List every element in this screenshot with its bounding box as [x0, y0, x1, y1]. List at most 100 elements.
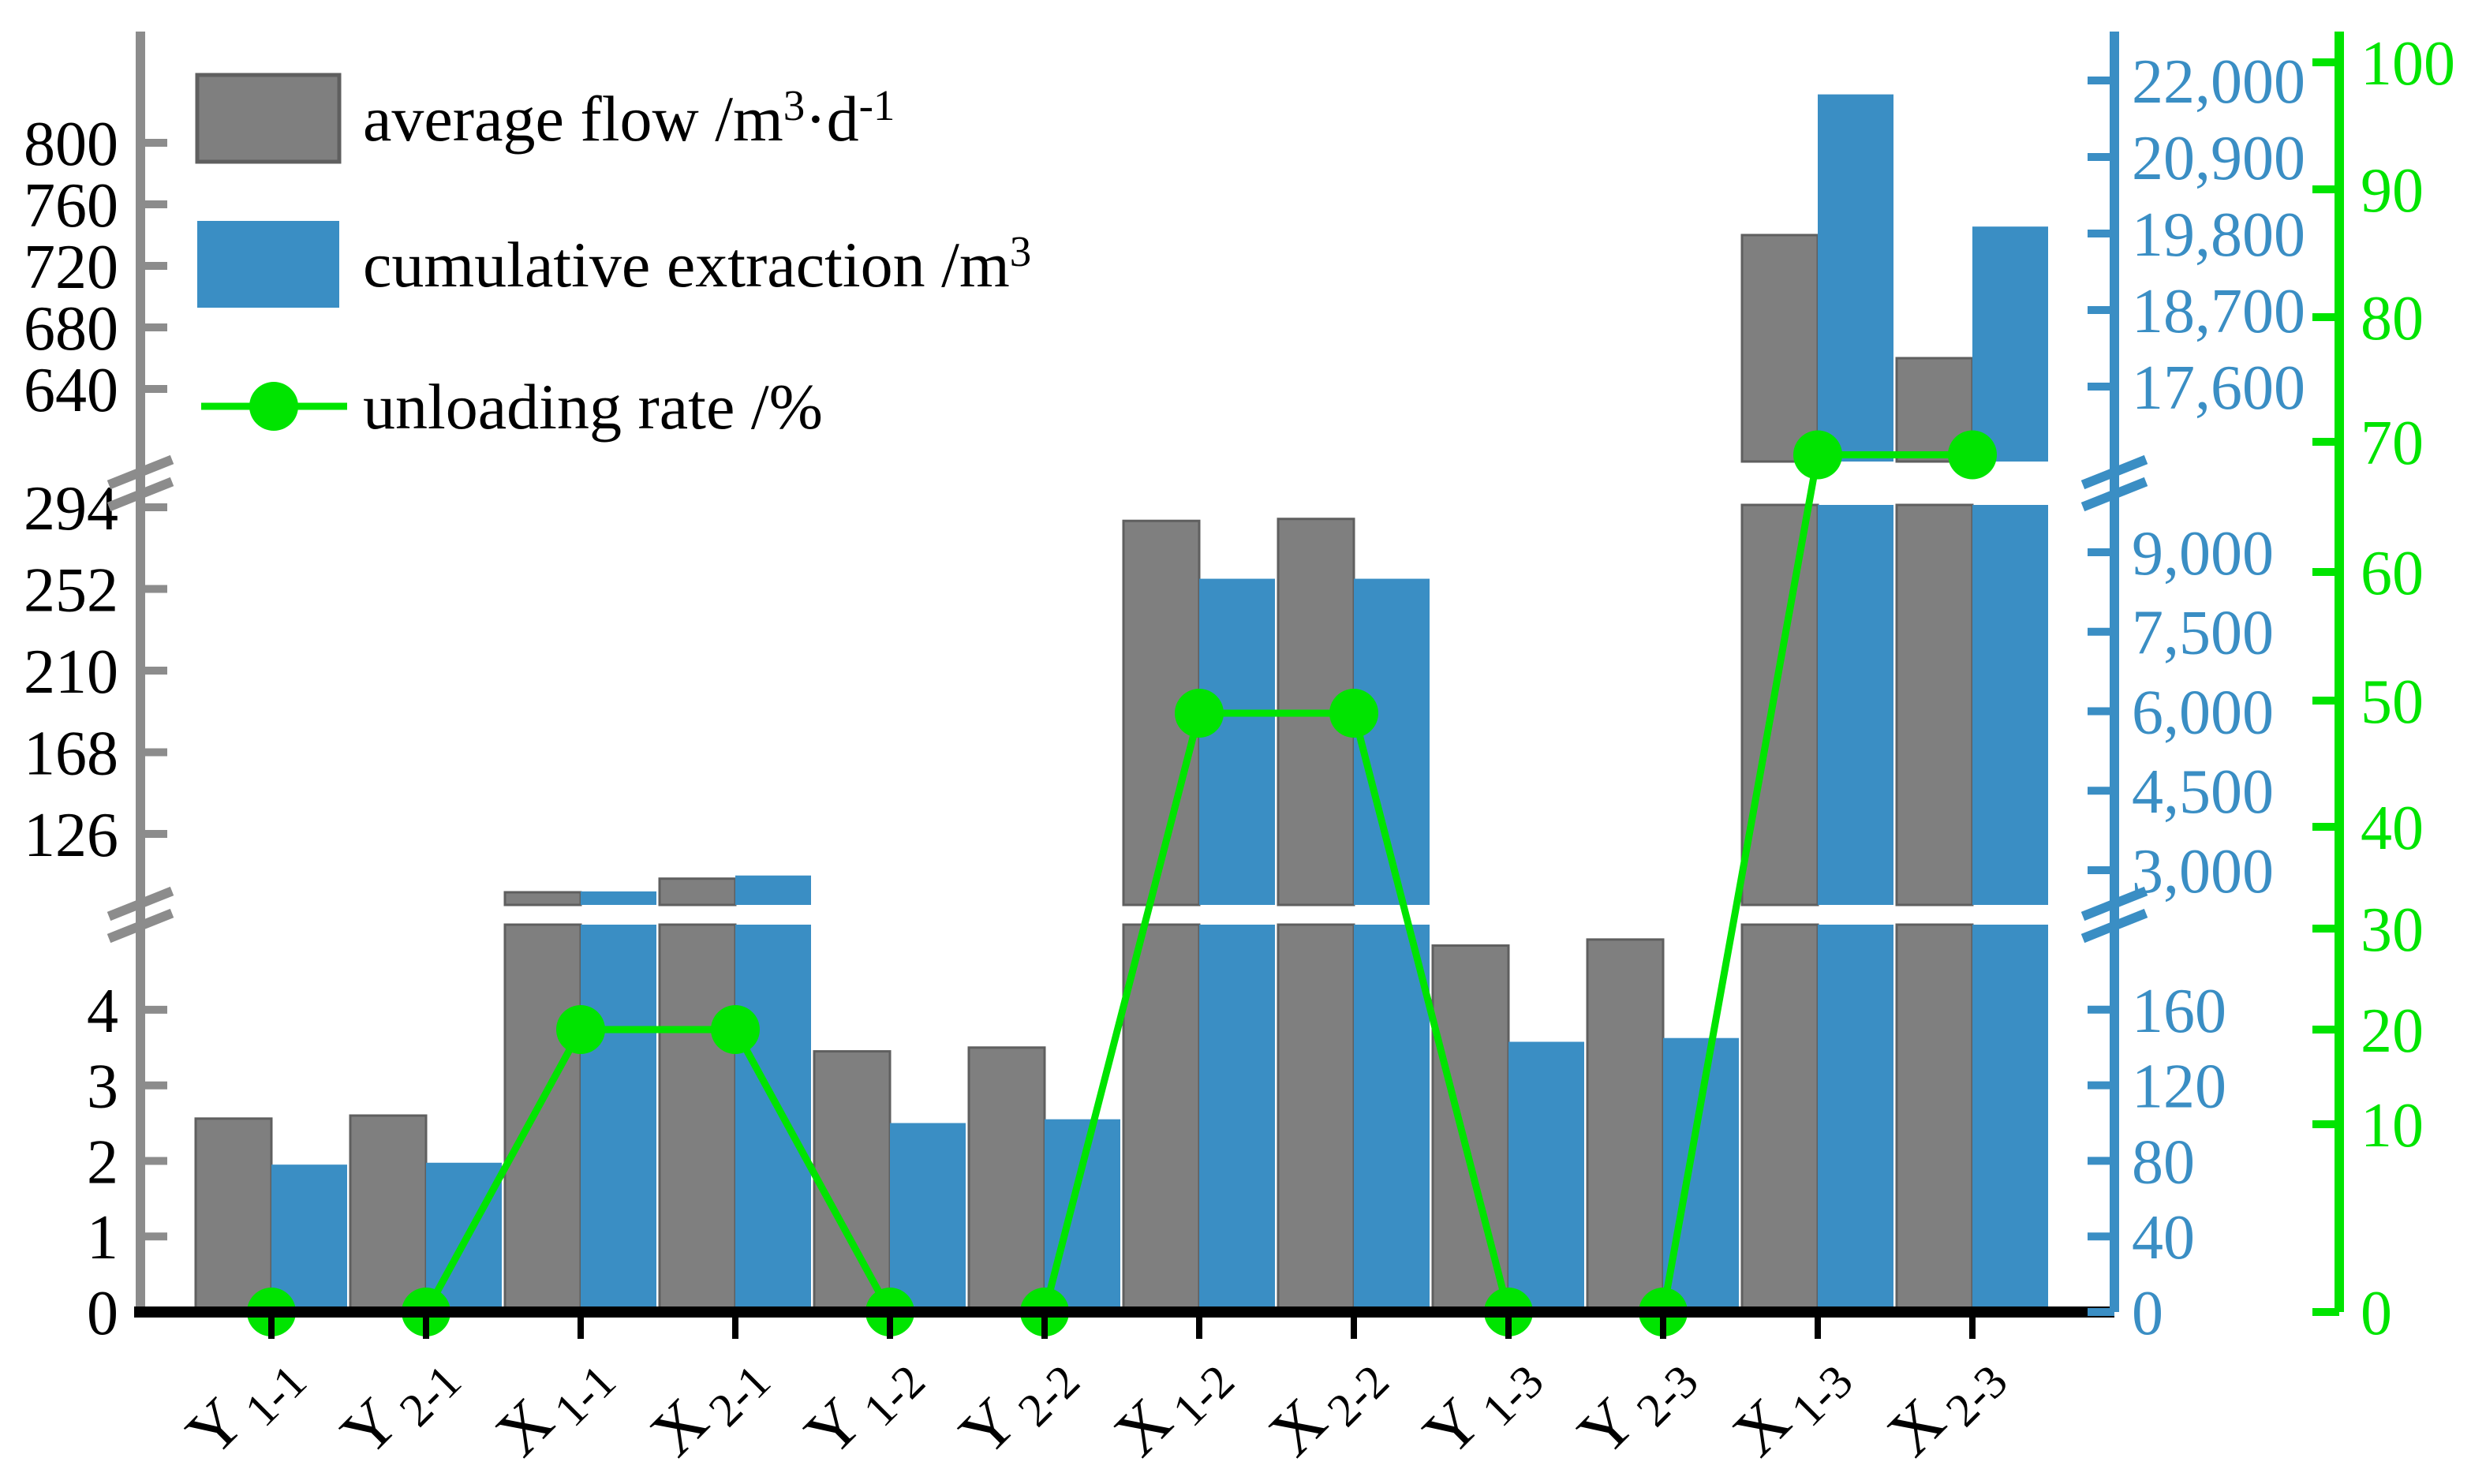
legend-gray-bar-swatch — [195, 73, 342, 164]
bar-average-flow-X2-1 — [658, 877, 737, 906]
bar-average-flow-Y2-2 — [967, 1046, 1046, 1314]
x-axis-category-label: Y 2-1 — [327, 1333, 471, 1477]
bar-average-flow-Y2-3 — [1586, 938, 1665, 1314]
left-axis-tick-label: 252 — [24, 555, 118, 625]
bar-cumulative-extraction-X1-3 — [1818, 925, 1893, 1312]
axis-break-mark — [2080, 454, 2148, 490]
blue-axis-tick-label: 0 — [2132, 1279, 2163, 1348]
x-axis-category-label: X 1-2 — [1101, 1333, 1244, 1477]
legend-label: cumulative extraction /m3 — [363, 227, 1031, 301]
bar-average-flow-X1-2 — [1122, 923, 1201, 1314]
x-axis-category-label: Y 2-3 — [1564, 1333, 1708, 1477]
unloading-rate-dot-X2-3 — [1948, 430, 1997, 480]
blue-axis-tick-label: 4,500 — [2132, 757, 2274, 827]
left-axis-tick-label: 0 — [87, 1279, 118, 1348]
green-axis-tick-label: 0 — [2361, 1279, 2392, 1348]
blue-axis-tick-label: 22,000 — [2132, 47, 2305, 117]
bar-cumulative-extraction-Y1-3 — [1508, 1041, 1584, 1312]
axis-break-mark — [107, 886, 174, 921]
unloading-rate-dot-X1-1 — [556, 1005, 605, 1054]
bar-average-flow-X2-1 — [658, 923, 737, 1314]
x-axis-category-label: Y 1-1 — [173, 1333, 316, 1477]
bar-cumulative-extraction-X2-1 — [735, 875, 811, 905]
axis-break-mark — [107, 477, 174, 512]
unloading-rate-dot-X2-1 — [711, 1005, 760, 1054]
blue-axis-tick-label: 18,700 — [2132, 277, 2305, 346]
legend-label: unloading rate /% — [363, 371, 823, 443]
green-axis-tick-label: 90 — [2361, 156, 2424, 226]
blue-axis-tick-label: 80 — [2132, 1127, 2195, 1197]
axis-break-mark — [2080, 477, 2148, 512]
axis-break-mark — [107, 454, 174, 490]
green-axis-tick-label: 10 — [2361, 1091, 2424, 1161]
x-axis-category-label: Y 1-3 — [1410, 1333, 1553, 1477]
x-axis-category-label: Y 1-2 — [791, 1333, 935, 1477]
x-axis-category-label: X 2-3 — [1874, 1333, 2017, 1477]
axis-break-mark — [107, 908, 174, 944]
left-axis-tick-label: 680 — [24, 294, 118, 364]
x-axis-category-label: Y 2-2 — [946, 1333, 1090, 1477]
x-axis-category-label: X 1-1 — [482, 1333, 626, 1477]
bar-average-flow-X1-3 — [1740, 923, 1819, 1314]
bar-cumulative-extraction-X2-3 — [1972, 505, 2048, 905]
legend-green-dot — [249, 382, 298, 431]
bar-average-flow-X1-1 — [503, 891, 582, 906]
bar-average-flow-Y1-1 — [194, 1117, 273, 1314]
bar-average-flow-X2-3 — [1895, 503, 1974, 906]
blue-axis-tick-label: 19,800 — [2132, 200, 2305, 270]
blue-axis-tick-label: 6,000 — [2132, 678, 2274, 747]
legend-blue-bar-swatch — [197, 221, 339, 308]
bar-cumulative-extraction-Y2-2 — [1045, 1119, 1120, 1312]
bar-cumulative-extraction-X1-2 — [1199, 578, 1275, 905]
unloading-rate-dot-X2-2 — [1329, 689, 1378, 738]
green-axis-tick-label: 60 — [2361, 539, 2424, 608]
bar-cumulative-extraction-Y2-3 — [1663, 1037, 1739, 1312]
bar-average-flow-X1-3 — [1740, 503, 1819, 906]
left-axis-tick-label: 126 — [24, 801, 118, 870]
green-axis-tick-label: 50 — [2361, 667, 2424, 737]
green-axis-tick-label: 100 — [2361, 29, 2455, 99]
bar-cumulative-extraction-X1-3 — [1818, 505, 1893, 905]
unloading-rate-dot-X1-3 — [1793, 430, 1842, 480]
blue-axis-tick-label: 120 — [2132, 1052, 2226, 1122]
unloading-rate-dot-X1-2 — [1175, 689, 1224, 738]
bar-cumulative-extraction-X1-3 — [1818, 94, 1893, 462]
blue-axis-tick-label: 3,000 — [2132, 837, 2274, 906]
left-axis-tick-label: 760 — [24, 171, 118, 241]
bar-cumulative-extraction-X2-3 — [1972, 226, 2048, 462]
bar-average-flow-Y2-1 — [349, 1114, 428, 1314]
left-axis-tick-label: 800 — [24, 110, 118, 179]
bar-cumulative-extraction-X2-1 — [735, 925, 811, 1312]
green-axis-tick-label: 80 — [2361, 284, 2424, 353]
unloading-rate-line — [271, 451, 1972, 1316]
x-axis-category-label: X 2-1 — [637, 1333, 780, 1477]
blue-axis-tick-label: 160 — [2132, 977, 2226, 1046]
legend-label: average flow /m3·d-1 — [363, 81, 895, 155]
bar-cumulative-extraction-Y1-1 — [271, 1164, 347, 1312]
green-axis-tick-label: 40 — [2361, 794, 2424, 863]
bar-cumulative-extraction-X1-1 — [581, 891, 656, 905]
bar-average-flow-X1-3 — [1740, 234, 1819, 463]
left-axis-tick-label: 640 — [24, 356, 118, 425]
left-axis-tick-label: 3 — [87, 1052, 118, 1122]
left-axis-tick-label: 720 — [24, 233, 118, 302]
bar-average-flow-X2-2 — [1277, 923, 1355, 1314]
green-axis-tick-label: 70 — [2361, 409, 2424, 478]
x-axis-category-label: X 1-3 — [1719, 1333, 1863, 1477]
bar-cumulative-extraction-X1-1 — [581, 925, 656, 1312]
blue-axis-tick-label: 40 — [2132, 1203, 2195, 1273]
bar-cumulative-extraction-X2-3 — [1972, 925, 2048, 1312]
left-axis-tick-label: 210 — [24, 637, 118, 707]
bar-cumulative-extraction-X2-2 — [1354, 925, 1430, 1312]
bar-cumulative-extraction-Y1-2 — [890, 1123, 966, 1312]
axis-break-mark — [2080, 908, 2148, 944]
green-axis-tick-label: 30 — [2361, 895, 2424, 965]
bar-average-flow-Y1-2 — [813, 1050, 892, 1314]
blue-axis-tick-label: 9,000 — [2132, 519, 2274, 589]
green-axis-tick-label: 20 — [2361, 996, 2424, 1066]
left-axis-tick-label: 168 — [24, 720, 118, 789]
left-axis-tick-label: 294 — [24, 474, 118, 544]
left-axis-tick-label: 4 — [87, 977, 118, 1046]
